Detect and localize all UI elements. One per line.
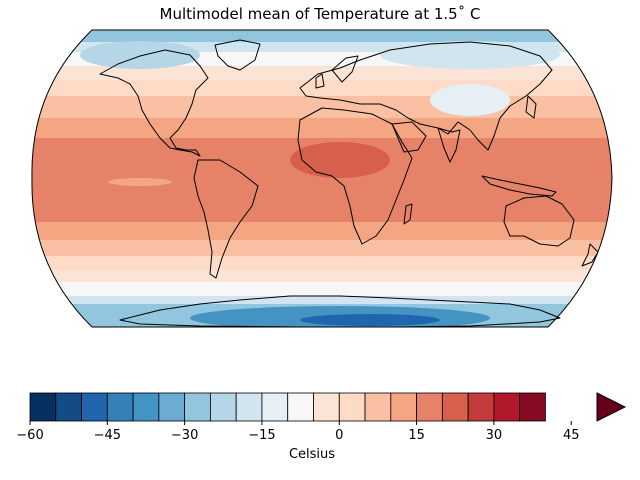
subarctic-band (31, 42, 612, 52)
india-coast (437, 127, 461, 163)
colorbar-tick-label: −60 (16, 428, 43, 443)
colorbar-tick-label: −30 (171, 428, 198, 443)
colorbar-segments (29, 392, 546, 422)
colorbar-segment (338, 392, 366, 422)
scandinavia-coast (331, 55, 359, 83)
colorbar-label: Celsius (289, 447, 335, 462)
colorbar-tick-label: 45 (563, 428, 580, 443)
southern-ocean-band (31, 296, 612, 304)
south-warm-band (31, 240, 612, 256)
arctic-band (31, 30, 612, 42)
uk-coast (315, 73, 325, 89)
colorbar-segment (55, 392, 82, 422)
south-mild-band (31, 256, 612, 270)
colorbar-segment (158, 392, 186, 422)
north-subtropic-band (31, 118, 612, 138)
south-cold-band (31, 282, 612, 296)
colorbar-tick-label: 0 (335, 428, 343, 443)
africa-coast (297, 107, 413, 245)
colorbar-tick-label: −45 (94, 428, 121, 443)
colorbar-tick-labels: −60 −45 −30 −15 0 15 30 45 (16, 428, 579, 443)
colorbar-ticks (29, 421, 572, 425)
globe-outline (31, 29, 613, 328)
colorbar-segment (416, 392, 443, 422)
tibetan-plateau (430, 84, 510, 116)
colorbar-segment (467, 392, 495, 422)
figure-title: Multimodel mean of Temperature at 1.5˚ C (159, 5, 481, 23)
new-zealand-coast (581, 243, 599, 267)
colorbar-segment (132, 392, 160, 422)
colorbar-tick-label: 30 (486, 428, 503, 443)
colorbar-tick-label: −15 (248, 428, 275, 443)
colorbar-segment (441, 392, 469, 422)
colorbar-segment (493, 392, 521, 422)
colorbar-segment (364, 392, 392, 422)
colorbar-segment (390, 392, 417, 422)
south-cool-band (31, 270, 612, 282)
colorbar-segment (313, 392, 340, 422)
eurasia-coast (299, 41, 553, 151)
colorbar-segment (235, 392, 263, 422)
colorbar-segment (81, 392, 108, 422)
australia-coast (503, 195, 575, 247)
antarctic-plateau (300, 314, 440, 326)
pacific-cool-tongue (108, 178, 172, 186)
colorbar-extend-arrow (596, 392, 627, 422)
madagascar-coast (403, 203, 413, 225)
arabia-coast (391, 121, 427, 153)
colorbar-segment (519, 392, 546, 422)
south-america-coast (193, 159, 259, 279)
indonesia-coast (481, 175, 557, 197)
temperature-field (31, 30, 612, 327)
colorbar-tick-label: 15 (408, 428, 425, 443)
colorbar-segment (261, 392, 289, 422)
colorbar-segment (106, 392, 134, 422)
north-america-coast (99, 49, 209, 157)
sahara-hot-spot (290, 142, 390, 178)
greenland-coast (214, 39, 261, 71)
colorbar-segment (210, 392, 237, 422)
colorbar-segment (287, 392, 314, 422)
canada-cold (80, 41, 200, 69)
south-subtropic-band (31, 222, 612, 240)
colorbar-segment (29, 392, 57, 422)
japan-coast (525, 95, 537, 119)
colorbar-segment (184, 392, 211, 422)
